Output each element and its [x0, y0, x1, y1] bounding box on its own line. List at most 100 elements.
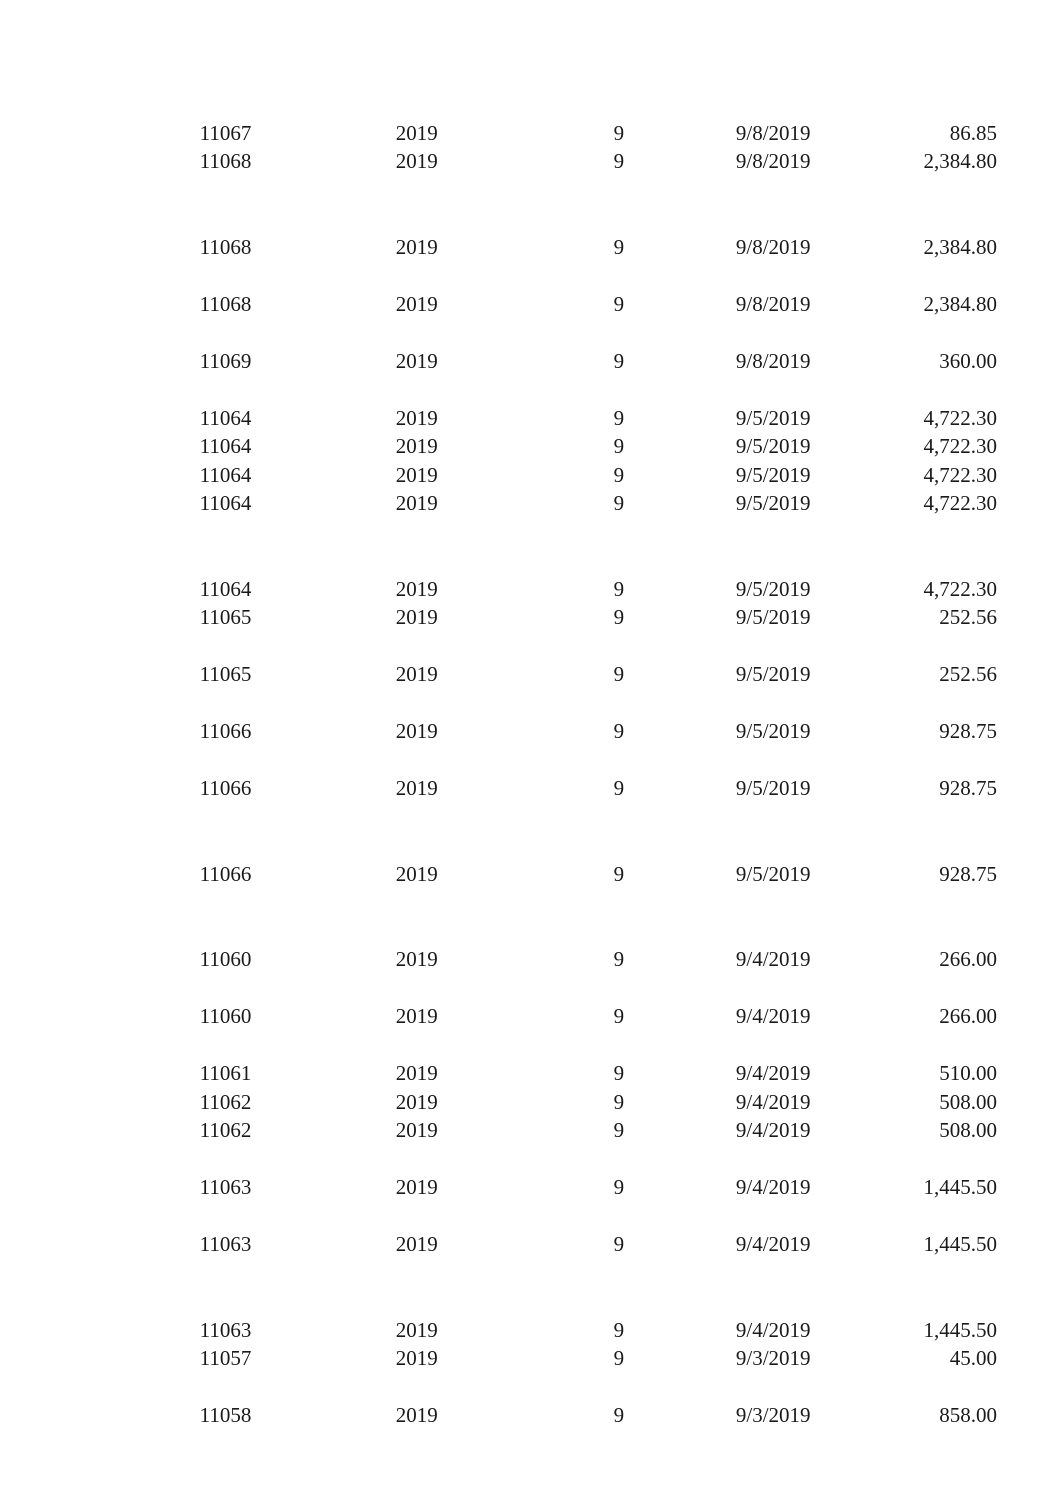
blank-cell [65, 831, 997, 860]
cell-month: 9 [438, 603, 624, 632]
table-row [65, 176, 997, 205]
cell-id: 11062 [65, 1116, 251, 1145]
blank-cell [65, 1145, 997, 1174]
cell-month: 9 [438, 147, 624, 176]
cell-year: 2019 [251, 461, 437, 490]
cell-year: 2019 [251, 1088, 437, 1117]
cell-date: 9/8/2019 [624, 347, 810, 376]
cell-amount: 4,722.30 [811, 404, 997, 433]
cell-date: 9/5/2019 [624, 774, 810, 803]
table-row: 11069201999/8/2019360.00 [65, 347, 997, 376]
cell-year: 2019 [251, 1344, 437, 1373]
table-row [65, 1145, 997, 1174]
cell-id: 11058 [65, 1401, 251, 1430]
table-row [65, 632, 997, 661]
table-row [65, 746, 997, 775]
table-row [65, 888, 997, 917]
blank-cell [65, 917, 997, 946]
cell-month: 9 [438, 1173, 624, 1202]
cell-id: 11060 [65, 1002, 251, 1031]
blank-cell [65, 176, 997, 205]
cell-id: 11068 [65, 233, 251, 262]
cell-amount: 928.75 [811, 717, 997, 746]
cell-id: 11067 [65, 119, 251, 148]
cell-month: 9 [438, 347, 624, 376]
table-row: 11061201999/4/2019510.00 [65, 1059, 997, 1088]
table-row: 11064201999/5/20194,722.30 [65, 489, 997, 518]
cell-year: 2019 [251, 1316, 437, 1345]
cell-date: 9/5/2019 [624, 432, 810, 461]
cell-amount: 2,384.80 [811, 233, 997, 262]
table-row: 11058201999/3/2019858.00 [65, 1401, 997, 1430]
cell-id: 11057 [65, 1344, 251, 1373]
cell-year: 2019 [251, 860, 437, 889]
cell-date: 9/5/2019 [624, 489, 810, 518]
cell-year: 2019 [251, 489, 437, 518]
cell-date: 9/4/2019 [624, 1230, 810, 1259]
cell-month: 9 [438, 489, 624, 518]
cell-amount: 4,722.30 [811, 432, 997, 461]
cell-id: 11066 [65, 774, 251, 803]
cell-amount: 508.00 [811, 1116, 997, 1145]
table-row [65, 689, 997, 718]
cell-id: 11064 [65, 575, 251, 604]
table-row: 11064201999/5/20194,722.30 [65, 461, 997, 490]
table-row: 11057201999/3/201945.00 [65, 1344, 997, 1373]
table-row: 11064201999/5/20194,722.30 [65, 575, 997, 604]
cell-date: 9/8/2019 [624, 119, 810, 148]
cell-date: 9/3/2019 [624, 1401, 810, 1430]
cell-year: 2019 [251, 1002, 437, 1031]
blank-cell [65, 888, 997, 917]
cell-date: 9/4/2019 [624, 1116, 810, 1145]
blank-cell [65, 632, 997, 661]
table-row [65, 546, 997, 575]
cell-year: 2019 [251, 945, 437, 974]
table-row: 11068201999/8/20192,384.80 [65, 233, 997, 262]
cell-date: 9/4/2019 [624, 1173, 810, 1202]
cell-year: 2019 [251, 404, 437, 433]
cell-year: 2019 [251, 290, 437, 319]
table-row [65, 261, 997, 290]
cell-amount: 858.00 [811, 1401, 997, 1430]
table-row: 11060201999/4/2019266.00 [65, 1002, 997, 1031]
cell-month: 9 [438, 290, 624, 319]
cell-month: 9 [438, 860, 624, 889]
cell-month: 9 [438, 461, 624, 490]
cell-year: 2019 [251, 1059, 437, 1088]
cell-month: 9 [438, 774, 624, 803]
cell-id: 11066 [65, 860, 251, 889]
cell-amount: 45.00 [811, 1344, 997, 1373]
cell-id: 11068 [65, 290, 251, 319]
cell-date: 9/4/2019 [624, 1002, 810, 1031]
blank-cell [65, 261, 997, 290]
cell-date: 9/5/2019 [624, 860, 810, 889]
table-row: 11060201999/4/2019266.00 [65, 945, 997, 974]
cell-date: 9/5/2019 [624, 717, 810, 746]
blank-cell [65, 803, 997, 832]
table-row: 11064201999/5/20194,722.30 [65, 404, 997, 433]
cell-month: 9 [438, 1401, 624, 1430]
cell-year: 2019 [251, 575, 437, 604]
table-row: 11068201999/8/20192,384.80 [65, 290, 997, 319]
table-row: 11064201999/5/20194,722.30 [65, 432, 997, 461]
cell-id: 11062 [65, 1088, 251, 1117]
table-row: 11063201999/4/20191,445.50 [65, 1230, 997, 1259]
blank-cell [65, 1259, 997, 1288]
cell-month: 9 [438, 717, 624, 746]
table-row: 11065201999/5/2019252.56 [65, 660, 997, 689]
table-row [65, 318, 997, 347]
cell-id: 11063 [65, 1316, 251, 1345]
table-row: 11063201999/4/20191,445.50 [65, 1316, 997, 1345]
table-row [65, 1202, 997, 1231]
cell-amount: 266.00 [811, 945, 997, 974]
cell-id: 11064 [65, 432, 251, 461]
cell-amount: 86.85 [811, 119, 997, 148]
table-row [65, 1373, 997, 1402]
blank-cell [65, 318, 997, 347]
cell-year: 2019 [251, 233, 437, 262]
cell-month: 9 [438, 575, 624, 604]
cell-month: 9 [438, 1002, 624, 1031]
cell-id: 11064 [65, 404, 251, 433]
cell-id: 11064 [65, 461, 251, 490]
blank-cell [65, 746, 997, 775]
